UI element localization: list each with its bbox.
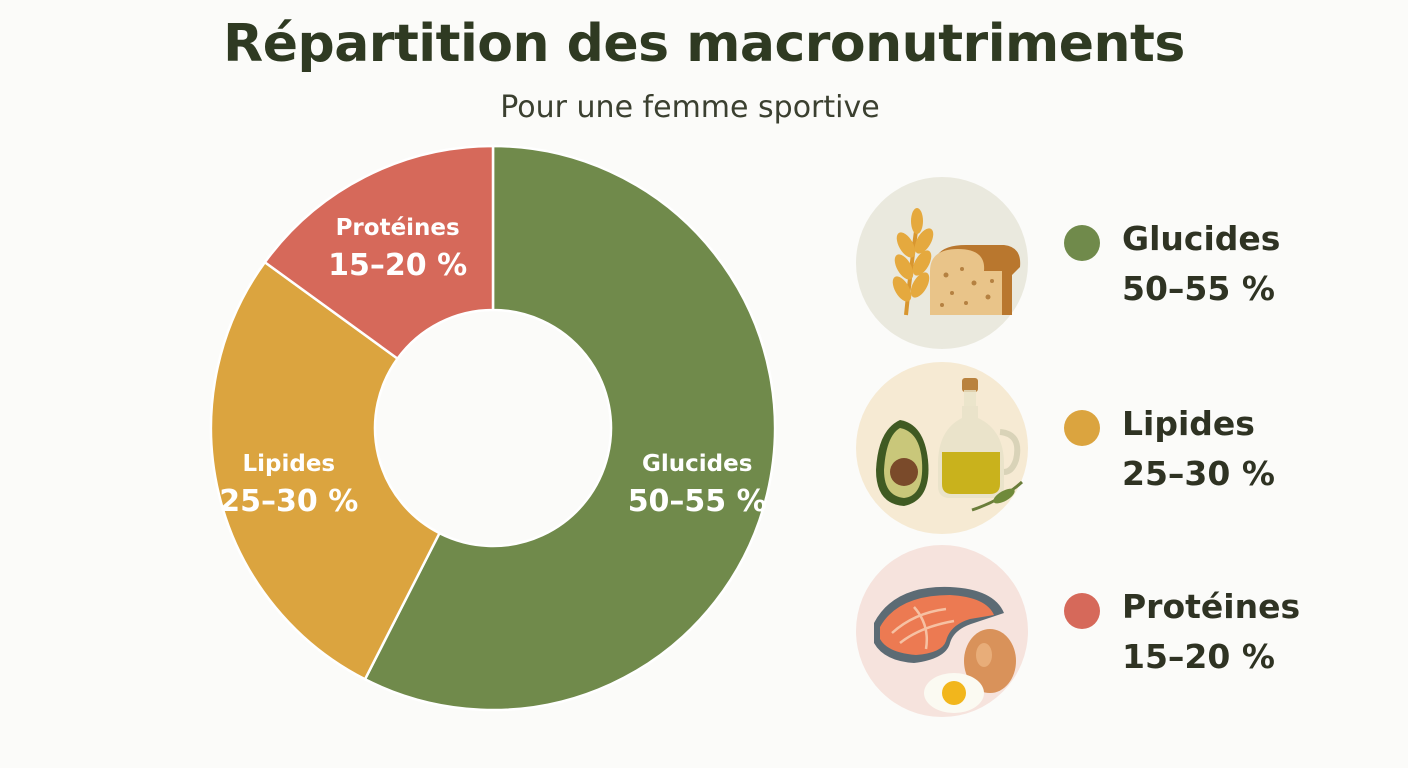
lipides-swatch — [1064, 410, 1100, 446]
slice-value-lipides: 25–30 % — [219, 484, 358, 519]
slice-label-glucides: Glucides — [642, 451, 752, 477]
avocado-olive-oil-icon — [856, 362, 1028, 534]
wheat-bread-icon — [856, 177, 1028, 349]
proteines-swatch — [1064, 593, 1100, 629]
legend-label-glucides: Glucides — [1122, 219, 1281, 258]
legend-label-proteines: Protéines — [1122, 587, 1301, 626]
salmon-egg-icon — [856, 545, 1028, 717]
slice-label-lipides: Lipides — [242, 451, 335, 477]
legend-value-lipides: 25–30 % — [1122, 454, 1275, 493]
donut-chart: Glucides 50–55 % Lipides 25–30 % Protéines 15… — [209, 144, 777, 712]
slice-value-glucides: 50–55 % — [628, 484, 767, 519]
slice-label-proteines: Protéines — [336, 215, 460, 241]
legend-value-glucides: 50–55 % — [1122, 269, 1275, 308]
slice-lipides — [209, 260, 442, 681]
legend-item-proteines: Protéines 15–20 % — [850, 543, 1370, 723]
chart-title: Répartition des macronutriments — [223, 14, 1185, 74]
legend-item-lipides: Lipides 25–30 % — [850, 360, 1370, 540]
slice-value-proteines: 15–20 % — [328, 248, 467, 283]
legend-item-glucides: Glucides 50–55 % — [850, 175, 1370, 355]
chart-subtitle: Pour une femme sportive — [500, 90, 880, 125]
glucides-swatch — [1064, 225, 1100, 261]
legend-value-proteines: 15–20 % — [1122, 637, 1275, 676]
legend-label-lipides: Lipides — [1122, 404, 1255, 443]
slice-glucides — [363, 144, 777, 712]
slice-proteines — [263, 144, 495, 361]
